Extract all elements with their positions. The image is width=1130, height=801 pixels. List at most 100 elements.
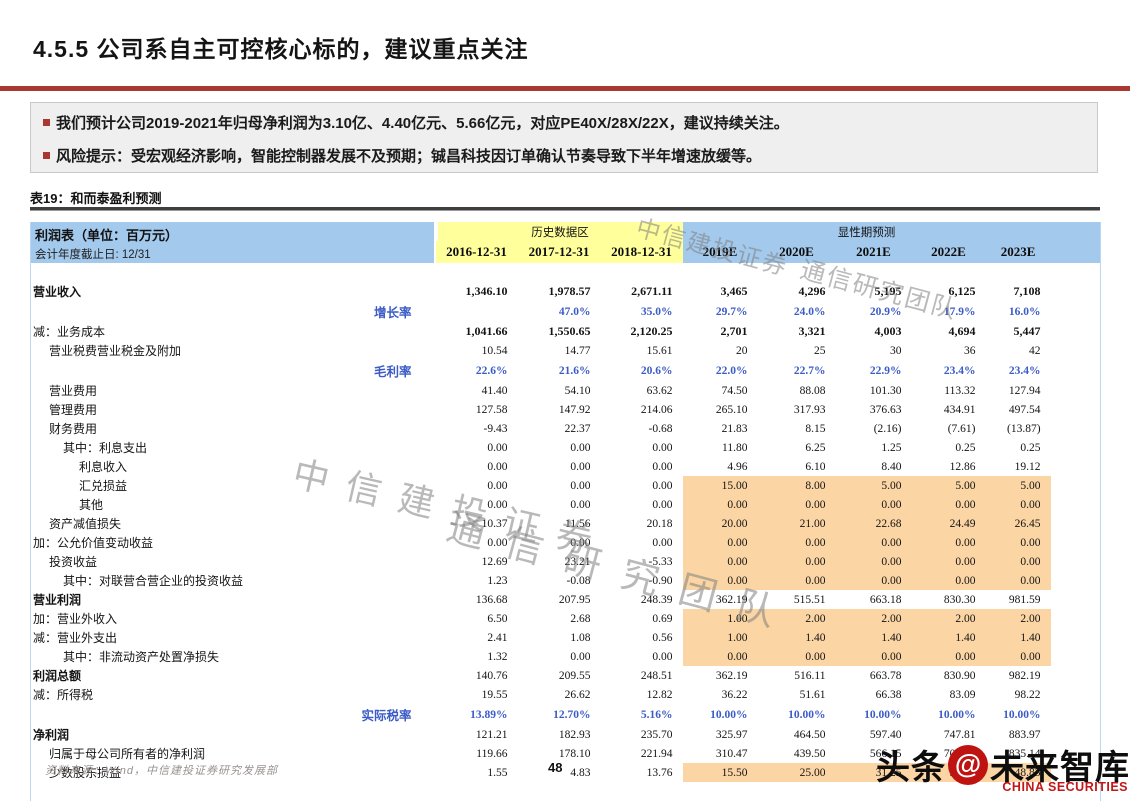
cell-value: 1.25	[881, 441, 902, 454]
cell-value: 10.00%	[710, 708, 748, 721]
filler-cell	[1050, 400, 1101, 419]
bullet-text: 我们预计公司2019-2021年归母净利润为3.10亿、4.40亿元、5.66亿…	[56, 115, 789, 132]
page-number: 48	[548, 760, 563, 775]
forecast-section-header: 显性期预测	[682, 222, 1051, 241]
table-row: 管理费用 127.58 147.92 214.06 265.10 317.93 376.63…	[31, 400, 1101, 419]
cell-value: 5.00	[835, 476, 912, 495]
cell-value: 8.00	[757, 476, 836, 495]
cell-value: 54.10	[564, 384, 591, 397]
cell-value: 0.00	[652, 460, 673, 473]
cell-value: 0.00	[652, 479, 673, 492]
cell-value: 830.30	[943, 593, 976, 606]
row-label: 加：营业外收入	[33, 612, 118, 626]
row-label: 其中：非流动资产处置净损失	[63, 650, 220, 664]
table-row: 营业利润 136.68 207.95 248.39 362.19 515.51 663.18…	[31, 590, 1101, 609]
cell-value: 747.81	[943, 728, 976, 741]
table-row: 其他 0.00 0.00 0.00 0.00 0.00 0.00 0.00 0.00	[31, 495, 1101, 514]
cell-value: 2.00	[985, 609, 1051, 628]
cell-value: 2.41	[487, 631, 508, 644]
cell-value: 23.4%	[1008, 364, 1041, 377]
cell-value: 21.83	[721, 422, 748, 435]
cell-value: 29.7%	[715, 305, 748, 318]
cell-value: 15.50	[682, 763, 758, 782]
cell-value	[601, 782, 683, 800]
row-label: 管理费用	[49, 403, 98, 417]
cell-value: 0.00	[652, 441, 673, 454]
cell-value: 182.93	[558, 728, 591, 741]
cell-value: 12.70%	[553, 708, 591, 721]
cell-value: 214.06	[640, 403, 673, 416]
cell-value: 0.00	[985, 533, 1051, 552]
cell-value: 0.00	[911, 552, 986, 571]
cell-value: 8.40	[881, 460, 902, 473]
cell-value: 4,003	[874, 324, 902, 338]
cell-value: 101.30	[869, 384, 902, 397]
cell-value: 362.19	[715, 669, 748, 682]
cell-value: 113.32	[944, 384, 976, 397]
cell-value: 1.40	[835, 628, 912, 647]
cell-value: 0.00	[985, 571, 1051, 590]
cell-value: 147.92	[558, 403, 591, 416]
cell-value: 0.69	[652, 612, 673, 625]
cell-value: 23.21	[564, 555, 591, 568]
cell-value: 5,447	[1013, 324, 1041, 338]
cell-value: 0.00	[487, 479, 508, 492]
cell-value: 2,671.11	[631, 284, 673, 298]
cell-value: 1.40	[911, 628, 986, 647]
cell-value: 3,321	[798, 324, 826, 338]
bullet-square-icon	[43, 152, 50, 159]
row-label: 其他	[79, 498, 104, 512]
cell-value: 6.10	[805, 460, 826, 473]
cell-value: 66.38	[875, 688, 902, 701]
cell-value: 0.00	[570, 479, 591, 492]
cell-value: 16.0%	[1008, 305, 1041, 318]
row-label: 增长率	[373, 306, 412, 320]
cell-value: 235.70	[640, 728, 673, 741]
toutiao-label: 头条	[876, 749, 946, 787]
income-statement-title: 利润表（单位：百万元）	[35, 228, 179, 243]
cell-value: 0.00	[570, 441, 591, 454]
cell-value: 0.00	[487, 441, 508, 454]
table-row: 营业税费营业税金及附加 10.54 14.77 15.61 20 25 30 36 42	[31, 341, 1101, 360]
cell-value: 83.09	[949, 688, 976, 701]
cell-value: 127.94	[1008, 384, 1041, 397]
row-label: 汇兑损益	[79, 479, 128, 493]
bullet-text: 风险提示：受宏观经济影响，智能控制器发展不及预期；铖昌科技因订单确认节奏导致下半…	[56, 148, 762, 165]
cell-value: 2.00	[911, 609, 986, 628]
cell-value: 5,195	[874, 284, 902, 298]
cell-value: 178.10	[558, 747, 591, 760]
cell-value: 127.58	[475, 403, 508, 416]
table-row: 其中：利息支出 0.00 0.00 0.00 11.80 6.25 1.25 0.25 0.25	[31, 438, 1101, 457]
cell-value: 835.14	[1008, 747, 1041, 760]
cell-value: 4.83	[570, 766, 591, 779]
cell-value: 207.95	[558, 593, 591, 606]
cell-value: 0.25	[1020, 441, 1041, 454]
cell-value: (13.87)	[1007, 422, 1041, 435]
cell-value: 22.37	[564, 422, 591, 435]
cell-value: 209.55	[558, 669, 591, 682]
cell-value	[436, 301, 518, 322]
cell-value: 1.40	[757, 628, 836, 647]
row-label: 营业利润	[33, 593, 82, 607]
table-row: 财务费用 -9.43 22.37 -0.68 21.83 8.15 (2.16) (7.61)…	[31, 419, 1101, 438]
cell-value: 434.91	[943, 403, 976, 416]
at-icon: @	[948, 744, 988, 785]
row-label: 减：所得税	[33, 688, 94, 702]
filler-cell	[1050, 763, 1101, 782]
row-label: 营业费用	[49, 384, 98, 398]
cell-value: 119.66	[476, 747, 508, 760]
cell-value: 0.00	[652, 498, 673, 511]
cell-value: 0.00	[682, 647, 758, 666]
cell-value: 830.90	[943, 669, 976, 682]
cell-value: 36	[964, 344, 976, 357]
cell-value: 15.61	[646, 344, 673, 357]
row-label: 减：营业外支出	[33, 631, 118, 645]
cell-value: 265.10	[715, 403, 748, 416]
cell-value: 1.55	[487, 766, 508, 779]
row-label: 其中：对联营合营企业的投资收益	[63, 574, 244, 588]
cell-value: (2.16)	[873, 422, 902, 435]
cell-value: 0.00	[757, 647, 836, 666]
cell-value: 10.54	[481, 344, 508, 357]
filler-cell	[1050, 552, 1101, 571]
